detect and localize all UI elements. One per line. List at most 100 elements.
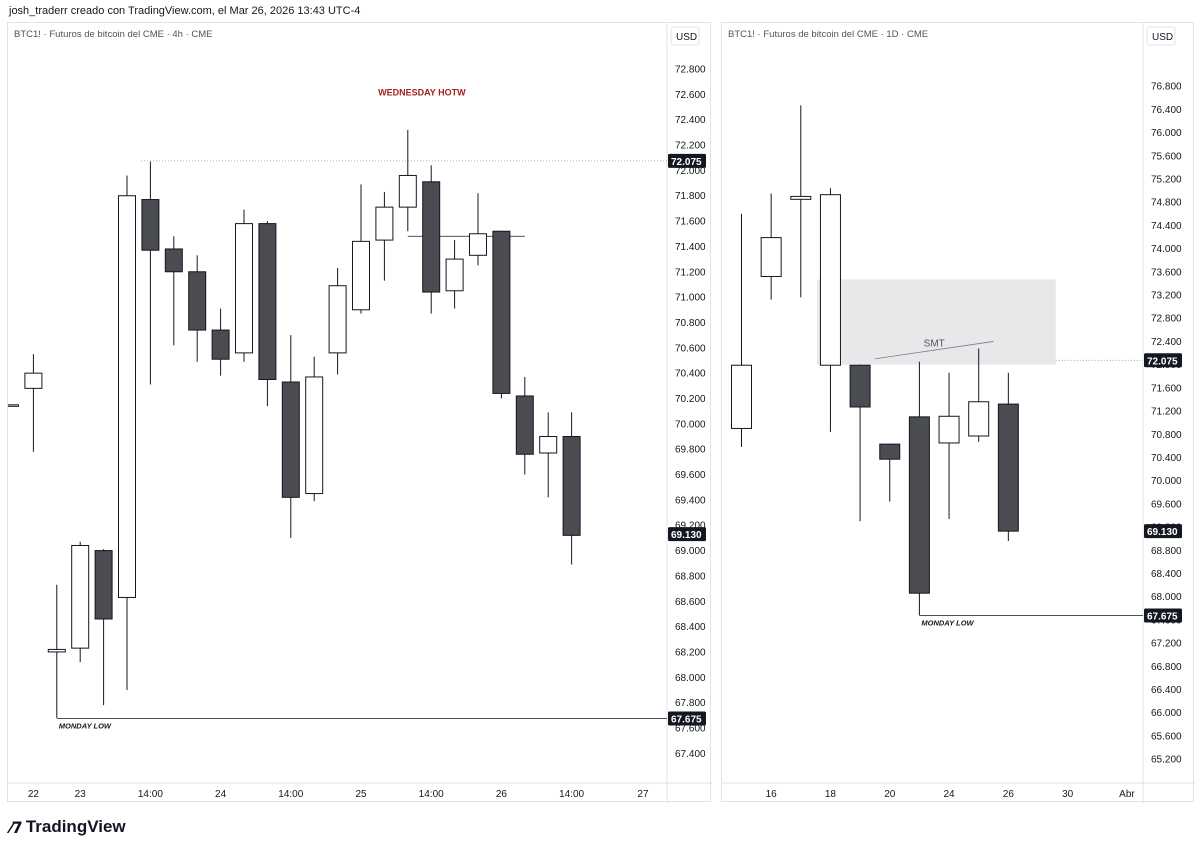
bullish-candle xyxy=(445,258,464,292)
y-tick-label: 68.400 xyxy=(675,622,706,633)
currency-label: USD xyxy=(676,32,697,43)
x-tick-label: 14:00 xyxy=(419,789,444,800)
bullish-candle xyxy=(8,404,19,407)
bullish-candle xyxy=(352,240,370,311)
price-badge-label: 72.075 xyxy=(1147,356,1178,367)
x-tick-label: 23 xyxy=(75,789,87,800)
y-tick-label: 72.600 xyxy=(675,90,706,101)
y-tick-label: 71.000 xyxy=(675,293,706,304)
x-tick-label: 16 xyxy=(766,789,778,800)
price-badge xyxy=(668,153,706,168)
y-tick-label: 69.400 xyxy=(675,495,706,506)
bullish-candle xyxy=(118,195,136,598)
currency-box xyxy=(1146,26,1176,46)
bullish-candle xyxy=(539,436,558,454)
y-tick-label: 70.800 xyxy=(675,318,706,329)
bearish-candle xyxy=(164,248,183,273)
chart-panel-4h[interactable]: BTC1! · Futuros de bitcoin del CME · 4h … xyxy=(7,22,712,803)
bearish-candle xyxy=(908,416,930,594)
y-tick-label: 75.600 xyxy=(1151,151,1182,162)
bullish-candle xyxy=(760,237,782,277)
y-tick-label: 71.600 xyxy=(675,217,706,228)
y-tick-label: 76.400 xyxy=(1151,105,1182,116)
x-tick-label: 14:00 xyxy=(138,789,163,800)
price-badge xyxy=(1144,524,1182,539)
top-bar: josh_traderr creado con TradingView.com,… xyxy=(0,0,1200,22)
tradingview-logo[interactable]: ⁄7 TradingView xyxy=(10,816,126,838)
y-tick-label: 74.800 xyxy=(1151,198,1182,209)
price-badge xyxy=(1144,353,1182,368)
x-tick-label: 14:00 xyxy=(278,789,303,800)
bullish-candle xyxy=(819,194,841,366)
y-tick-label: 67.200 xyxy=(1151,639,1182,650)
monday-low-label: MONDAY LOW xyxy=(921,619,974,628)
chart-4h-svg[interactable]: BTC1! · Futuros de bitcoin del CME · 4h … xyxy=(8,23,712,803)
chart-1d-svg[interactable]: BTC1! · Futuros de bitcoin del CME · 1D … xyxy=(722,23,1195,803)
y-tick-label: 65.600 xyxy=(1151,731,1182,742)
y-tick-label: 68.800 xyxy=(1151,546,1182,557)
price-badge-label: 69.130 xyxy=(671,530,702,541)
y-tick-label: 68.200 xyxy=(675,647,706,658)
y-tick-label: 69.000 xyxy=(675,546,706,557)
y-tick-label: 68.400 xyxy=(1151,569,1182,580)
y-tick-label: 73.200 xyxy=(1151,291,1182,302)
bearish-candle xyxy=(94,550,113,620)
chart-panel-1d[interactable]: BTC1! · Futuros de bitcoin del CME · 1D … xyxy=(721,22,1195,803)
bearish-candle xyxy=(997,403,1019,532)
y-tick-label: 68.000 xyxy=(675,673,706,684)
y-tick-label: 69.600 xyxy=(1151,499,1182,510)
bearish-candle xyxy=(211,329,230,360)
y-tick-label: 72.000 xyxy=(675,166,706,177)
price-badge-label: 67.675 xyxy=(671,714,702,725)
price-badge xyxy=(1144,608,1182,623)
bullish-candle xyxy=(469,233,487,256)
y-tick-label: 70.400 xyxy=(1151,453,1182,464)
bearish-candle xyxy=(515,395,534,455)
bullish-candle xyxy=(305,376,324,495)
x-tick-label: 24 xyxy=(943,789,955,800)
y-tick-label: 70.800 xyxy=(1151,430,1182,441)
y-tick-label: 75.200 xyxy=(1151,175,1182,186)
y-tick-label: 70.400 xyxy=(675,369,706,380)
y-tick-label: 70.000 xyxy=(1151,476,1182,487)
y-tick-label: 73.600 xyxy=(1151,267,1182,278)
y-tick-label: 72.800 xyxy=(675,65,706,76)
bullish-candle xyxy=(968,401,990,437)
y-tick-label: 65.200 xyxy=(1151,755,1182,766)
y-tick-label: 68.600 xyxy=(675,597,706,608)
monday-low-label: MONDAY LOW xyxy=(59,721,112,730)
y-tick-label: 66.400 xyxy=(1151,685,1182,696)
currency-box xyxy=(670,26,700,46)
chart-title: BTC1! · Futuros de bitcoin del CME · 1D … xyxy=(728,29,928,40)
bearish-candle xyxy=(141,199,160,251)
y-tick-label: 74.000 xyxy=(1151,244,1182,255)
x-tick-label: 26 xyxy=(1003,789,1015,800)
price-badge xyxy=(668,711,706,726)
author-credit: josh_traderr creado con TradingView.com,… xyxy=(9,5,361,17)
y-tick-label: 71.200 xyxy=(1151,407,1182,418)
bearish-candle xyxy=(879,443,901,460)
bullish-candle xyxy=(790,195,812,200)
y-tick-label: 71.200 xyxy=(675,267,706,278)
bullish-candle xyxy=(731,364,752,429)
y-tick-label: 76.800 xyxy=(1151,82,1182,93)
y-tick-label: 67.400 xyxy=(675,749,706,760)
y-tick-label: 70.200 xyxy=(675,394,706,405)
bearish-candle xyxy=(258,223,277,380)
price-badge xyxy=(668,527,706,542)
y-tick-label: 66.000 xyxy=(1151,708,1182,719)
x-tick-label: 26 xyxy=(496,789,508,800)
price-badge-label: 72.075 xyxy=(671,157,702,168)
y-tick-label: 66.800 xyxy=(1151,662,1182,673)
y-tick-label: 71.600 xyxy=(1151,383,1182,394)
y-tick-label: 71.400 xyxy=(675,242,706,253)
y-tick-label: 67.800 xyxy=(675,698,706,709)
x-tick-label: 18 xyxy=(825,789,837,800)
x-tick-label: 25 xyxy=(355,789,367,800)
y-tick-label: 67.600 xyxy=(675,723,706,734)
x-tick-label: 30 xyxy=(1062,789,1074,800)
y-tick-label: 76.000 xyxy=(1151,128,1182,139)
y-tick-label: 74.400 xyxy=(1151,221,1182,232)
x-tick-label: 24 xyxy=(215,789,227,800)
bullish-candle xyxy=(47,648,66,653)
